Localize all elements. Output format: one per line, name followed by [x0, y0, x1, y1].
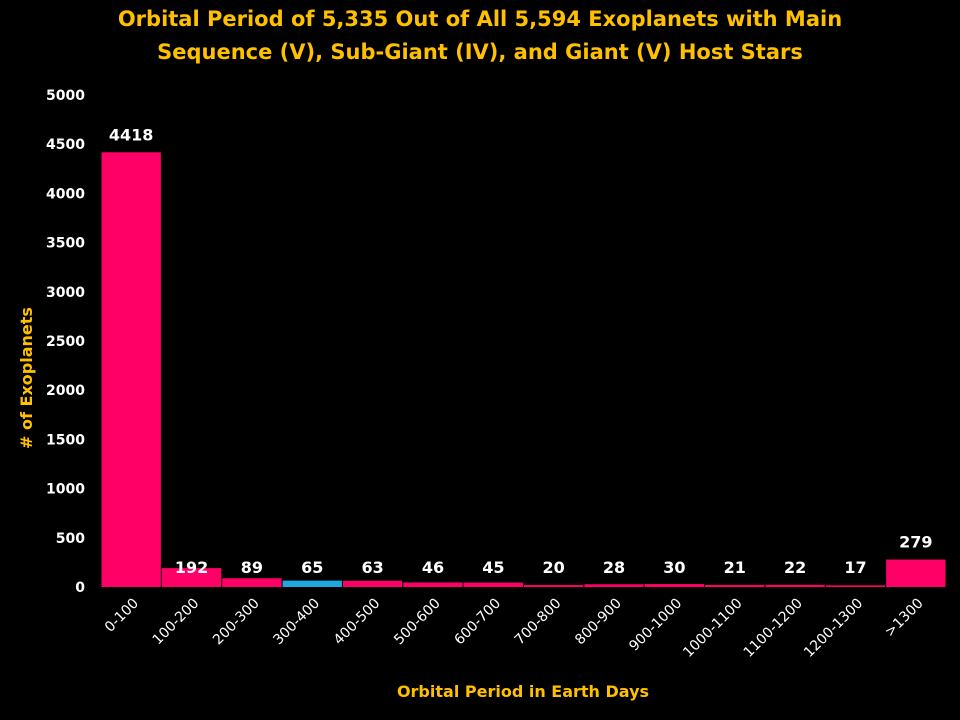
x-tick-label: 800-900 [572, 596, 625, 649]
y-tick-label: 4000 [46, 186, 85, 202]
chart-title-line-2: Sequence (V), Sub-Giant (IV), and Giant … [157, 40, 803, 64]
y-tick-label: 5000 [46, 88, 85, 104]
y-tick-label: 2500 [46, 334, 85, 350]
bar-1200-1300 [825, 585, 886, 587]
bars [101, 152, 946, 587]
bar-700-800 [524, 585, 584, 587]
bar-100-200 [161, 568, 222, 587]
x-tick-label: 1200-1300 [801, 596, 866, 661]
x-tick-label: 1000-1100 [680, 596, 745, 661]
data-label: 192 [175, 558, 208, 577]
bar-500-600 [403, 582, 463, 587]
bar-600-700 [463, 582, 523, 587]
x-tick-label: 700-800 [512, 596, 565, 649]
y-tick-label: 500 [56, 531, 85, 547]
y-tick-label: 2000 [46, 383, 85, 399]
y-tick-label: 3000 [46, 285, 85, 301]
x-tick-label: 0-100 [102, 596, 142, 636]
data-label: 63 [361, 558, 383, 577]
bar-800-900 [584, 584, 644, 587]
x-tick-label: >1300 [882, 596, 927, 641]
y-axis-ticks: 0 500 1000 1500 2000 2500 3000 3500 4000 4500 5000 [46, 88, 85, 596]
data-label: 30 [663, 558, 685, 577]
x-tick-label: 200-300 [210, 596, 263, 649]
bar-300-400 [282, 580, 342, 587]
data-label: 46 [422, 558, 444, 577]
data-label: 4418 [109, 125, 154, 144]
bar-400-500 [342, 580, 403, 587]
y-tick-label: 4500 [46, 137, 85, 153]
y-tick-label: 0 [75, 580, 85, 596]
x-tick-label: 400-500 [331, 596, 384, 649]
chart-title-line-1: Orbital Period of 5,335 Out of All 5,594… [118, 7, 842, 31]
bar->1300 [886, 559, 946, 587]
y-tick-label: 1000 [46, 482, 85, 498]
bar-1000-1100 [705, 584, 765, 587]
data-label: 45 [482, 558, 504, 577]
bar-200-300 [222, 578, 282, 587]
data-label: 17 [844, 558, 866, 577]
x-axis-ticks: 0-100 100-200 200-300 300-400 400-500 500-600… [102, 596, 927, 661]
data-label: 89 [241, 558, 263, 577]
x-tick-label: 500-600 [391, 596, 444, 649]
x-tick-label: 600-700 [451, 596, 504, 649]
x-tick-label: 300-400 [270, 596, 323, 649]
x-tick-label: 900-1000 [626, 596, 685, 655]
y-tick-label: 3500 [46, 236, 85, 252]
data-label: 28 [603, 558, 625, 577]
data-label: 20 [543, 558, 565, 577]
y-tick-label: 1500 [46, 432, 85, 448]
data-label: 21 [724, 558, 746, 577]
bar-1100-1200 [765, 584, 825, 587]
data-label: 65 [301, 558, 323, 577]
bar-0-100 [101, 152, 161, 587]
x-tick-label: 1100-1200 [741, 596, 806, 661]
x-axis-title: Orbital Period in Earth Days [397, 682, 649, 701]
x-tick-label: 100-200 [150, 596, 203, 649]
data-label: 22 [784, 558, 806, 577]
data-labels: 4418 192 89 65 63 46 45 20 28 30 21 22 17 279 [109, 125, 933, 577]
y-axis-title: # of Exoplanets [17, 307, 36, 449]
bar-900-1000 [644, 584, 705, 587]
data-label: 279 [899, 533, 932, 552]
